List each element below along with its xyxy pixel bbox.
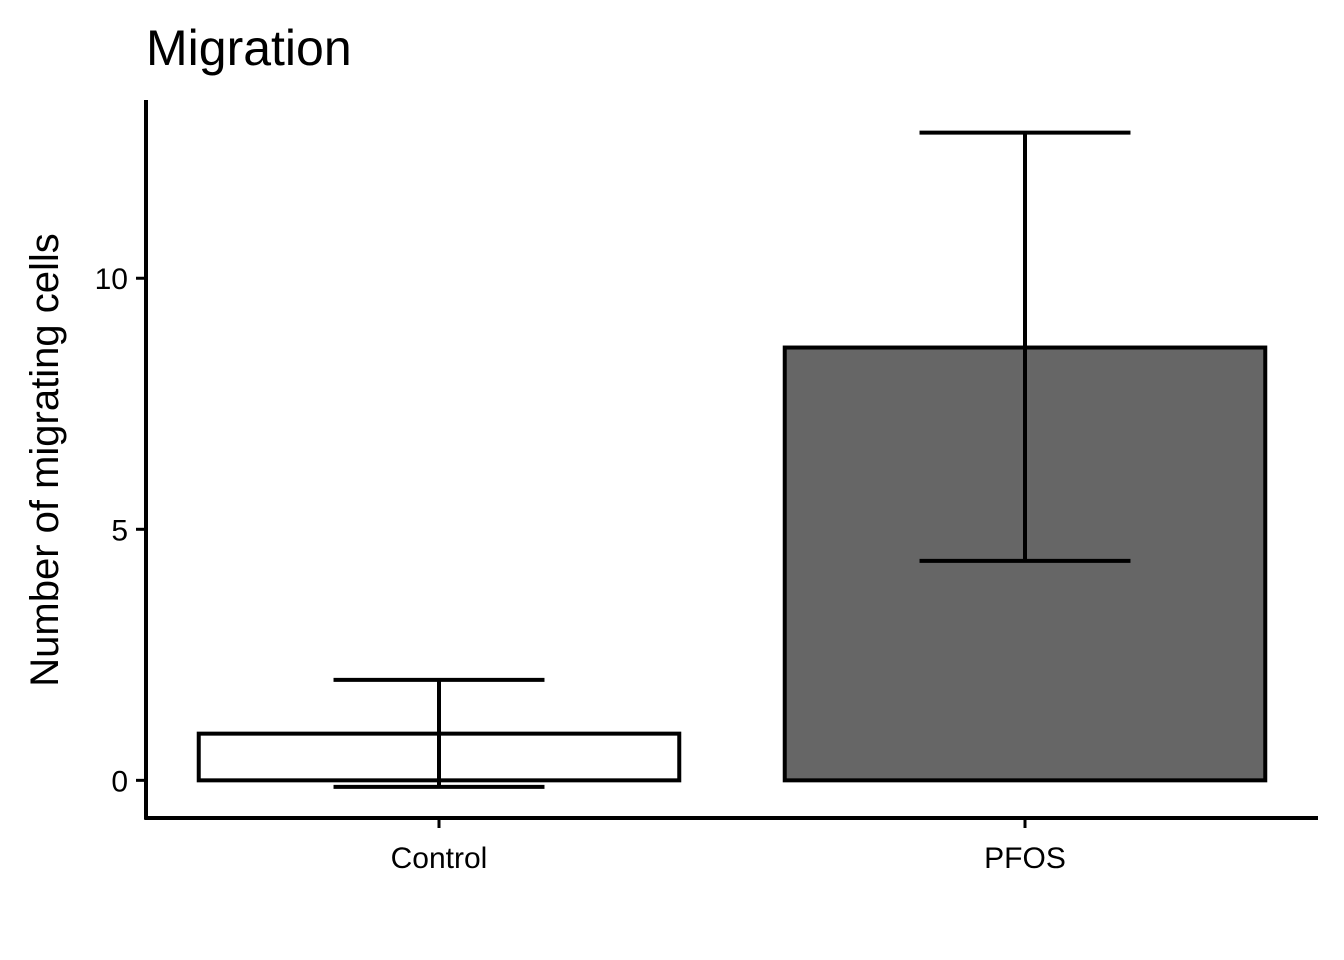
chart-title: Migration <box>146 20 352 76</box>
y-axis-label: Number of migrating cells <box>23 233 67 687</box>
axes-group: Control PFOS 0 5 10 <box>95 100 1318 875</box>
y-tick-label: 10 <box>95 263 128 296</box>
error-bars-group <box>333 130 1131 789</box>
x-tick-label-pfos: PFOS <box>984 842 1066 875</box>
y-tick-label: 5 <box>111 514 128 547</box>
y-tick-label: 0 <box>111 765 128 798</box>
x-tick-label-control: Control <box>391 842 488 875</box>
bars-group <box>196 345 1268 783</box>
